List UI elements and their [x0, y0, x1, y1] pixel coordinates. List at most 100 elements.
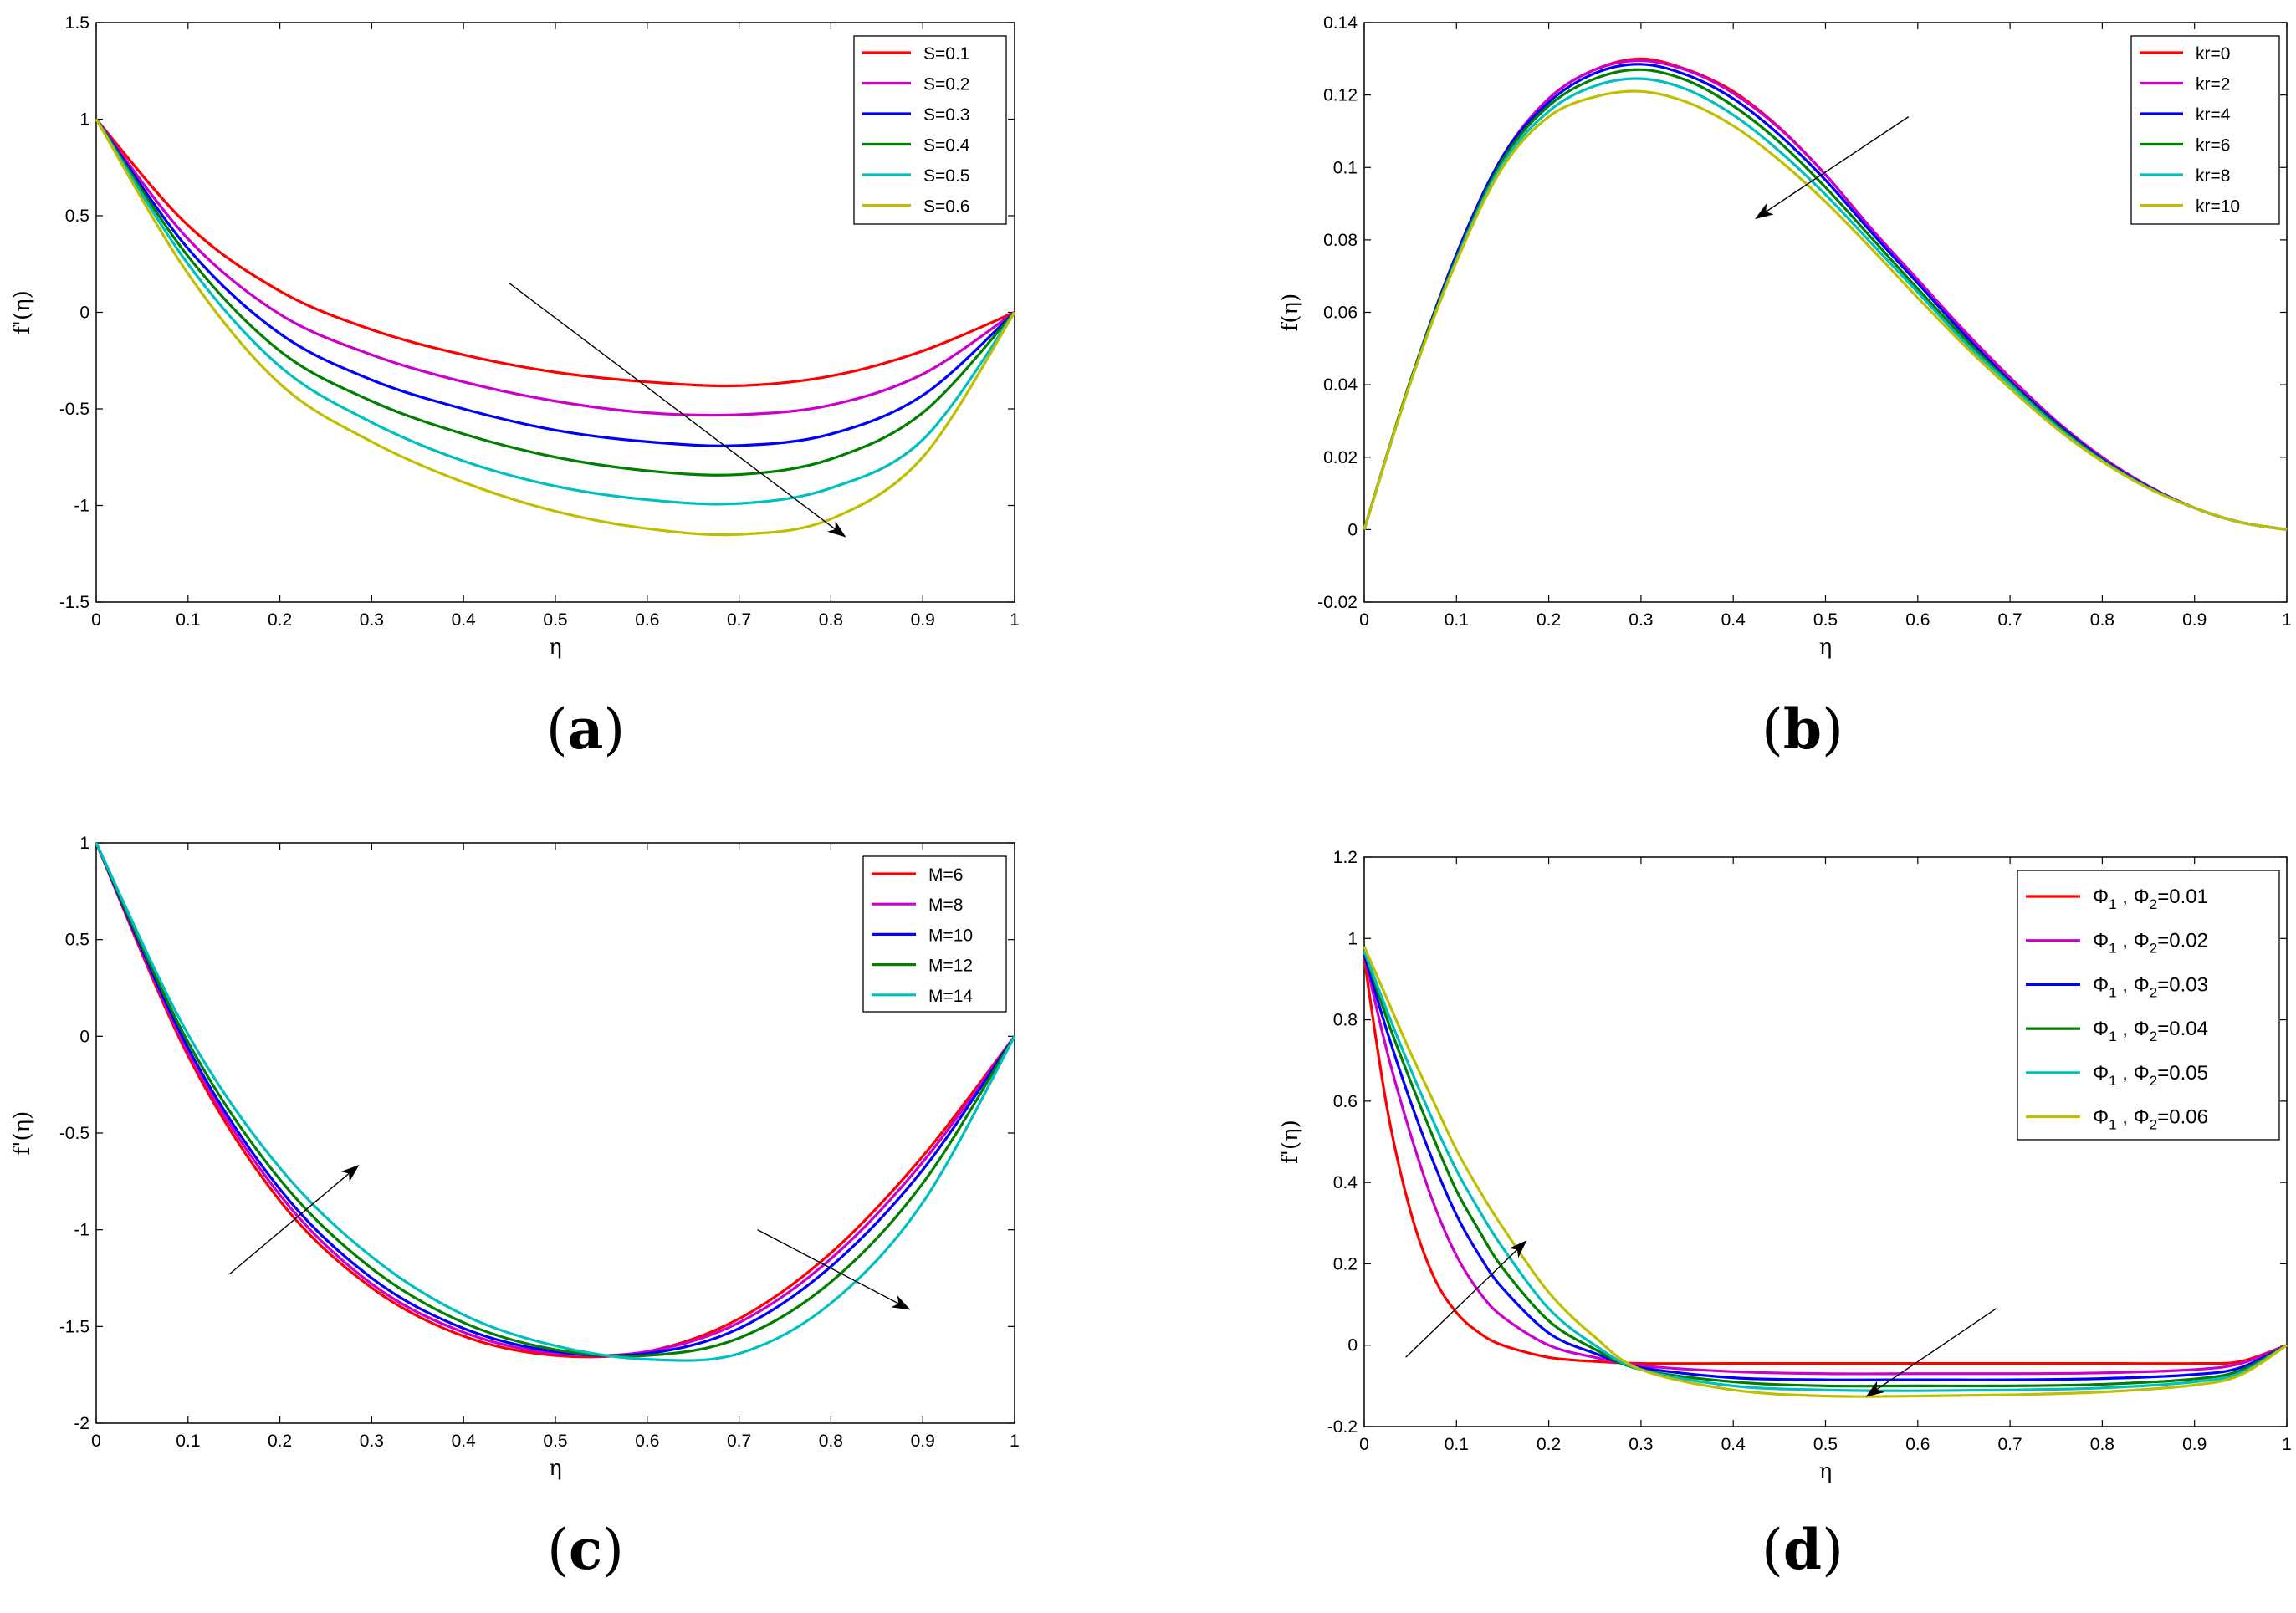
legend-label: S=0.5 [923, 166, 969, 186]
y-axis-label: f'(η) [10, 1111, 35, 1156]
legend-label: M=14 [928, 987, 973, 1006]
legend-label: kr=8 [2196, 166, 2230, 186]
y-tick-label: 1.2 [1333, 848, 1358, 867]
legend-label: S=0.4 [923, 136, 970, 156]
y-tick-label: -1.5 [59, 593, 89, 612]
y-tick-label: 0.5 [65, 931, 89, 950]
legend-label: Φ1 , Φ2=0.01 [2093, 886, 2208, 912]
x-tick-label: 1 [1010, 610, 1020, 630]
x-tick-label: 0.4 [452, 1432, 477, 1451]
x-tick-label: 0.4 [1721, 1435, 1746, 1454]
chart-panel-a: 0 0.1 0.2 0.3 0.4 0.5 0.6 0.7 0.8 0.9 1 -1.5 -1 -0.5 0… [10, 13, 1020, 762]
x-tick-label: 0 [91, 610, 101, 630]
series-line [1363, 89, 2288, 531]
y-tick-label: -0.02 [1317, 593, 1358, 612]
x-tick-label: 0 [1359, 610, 1369, 630]
series-line [95, 842, 1016, 1362]
panel-caption: (d) [1762, 1517, 1843, 1582]
y-tick-label: -1.5 [59, 1317, 89, 1336]
legend-label: S=0.6 [923, 197, 969, 217]
x-tick-label: 0.6 [635, 1432, 659, 1451]
legend-label: kr=4 [2196, 105, 2231, 125]
x-tick-label: 0.8 [819, 1432, 843, 1451]
x-tick-label: 0.8 [2090, 1435, 2114, 1454]
legend-box [853, 35, 1007, 225]
trend-arrow [1755, 116, 1910, 219]
y-tick-label: -0.5 [59, 400, 89, 419]
y-tick-label: -0.2 [1327, 1417, 1358, 1437]
x-tick-label: 0.6 [1905, 610, 1930, 630]
legend-label: Φ1 , Φ2=0.02 [2093, 930, 2208, 957]
x-tick-label: 0.8 [819, 610, 843, 630]
legend-label: M=8 [928, 896, 963, 915]
x-tick-label: 0.4 [1721, 610, 1746, 630]
series-line [95, 842, 1016, 1358]
x-axis-label: η [1819, 1459, 1833, 1484]
y-tick-label: 0.2 [1333, 1254, 1358, 1274]
x-tick-label: 0.1 [1445, 1435, 1469, 1454]
series-line [1363, 946, 2288, 1398]
x-tick-label: 0.5 [543, 610, 567, 630]
x-tick-label: 0.1 [1445, 610, 1469, 630]
x-tick-label: 0.4 [452, 610, 477, 630]
series-line [95, 842, 1016, 1357]
legend-label: Φ1 , Φ2=0.03 [2093, 973, 2208, 1000]
trend-arrow [757, 1229, 911, 1310]
y-axis-label: f'(η) [10, 290, 35, 334]
y-tick-label: 1 [79, 110, 89, 130]
chart-panel-d: 0 0.1 0.2 0.3 0.4 0.5 0.6 0.7 0.8 0.9 1-0.200.20.4… [1278, 848, 2292, 1582]
x-tick-label: 0.7 [727, 1432, 751, 1451]
legend-box [2017, 870, 2280, 1141]
y-tick-label: 0 [1347, 1336, 1358, 1355]
y-tick-label: 0 [79, 304, 89, 323]
panel-caption: (a) [546, 697, 625, 762]
series-line [95, 842, 1016, 1357]
trend-arrow [1865, 1308, 1997, 1397]
legend-label: Φ1 , Φ2=0.05 [2093, 1062, 2208, 1089]
y-tick-label: 1 [1347, 929, 1358, 948]
y-tick-label: 0.08 [1323, 231, 1358, 250]
legend: Φ1 , Φ2=0.01 Φ1 , Φ2=0.02 Φ1 , Φ2=0.03 Φ1 ,… [2017, 870, 2280, 1141]
y-tick-label: 0.02 [1323, 448, 1358, 467]
y-tick-label: 0.8 [1333, 1011, 1358, 1030]
y-tick-label: -0.5 [59, 1124, 89, 1143]
y-tick-label: -1 [74, 497, 89, 516]
x-tick-label: 0 [91, 1432, 101, 1451]
legend-label: Φ1 , Φ2=0.06 [2093, 1106, 2208, 1133]
x-tick-label: 0.7 [1997, 1435, 2022, 1454]
series-line [95, 118, 1015, 388]
series-line [95, 118, 1016, 537]
x-tick-label: 0.9 [911, 610, 935, 630]
chart-panel-c: 0 0.1 0.2 0.3 0.4 0.5 0.6 0.7 0.8 0.9 1 -2 -1.5 -1 -0.… [10, 834, 1020, 1582]
x-tick-label: 1 [1010, 1432, 1020, 1451]
trend-arrow [1405, 1240, 1527, 1358]
x-tick-label: 0.2 [1537, 610, 1561, 630]
y-tick-label: -1 [74, 1221, 89, 1240]
y-tick-label: 0 [79, 1027, 89, 1046]
x-tick-label: 1 [2282, 1435, 2292, 1454]
legend-label: kr=2 [2196, 75, 2230, 94]
x-tick-label: 0.5 [1813, 1435, 1838, 1454]
y-axis-label: f'(η) [1278, 1120, 1303, 1164]
legend-label: S=0.3 [923, 105, 969, 125]
chart-panel-b: 0 0.1 0.2 0.3 0.4 0.5 0.6 0.7 0.8 0.9 1-0.0200.020… [1278, 13, 2292, 762]
x-tick-label: 0.3 [360, 1432, 384, 1451]
y-tick-label: 0 [1347, 520, 1358, 539]
series-line [1363, 954, 2288, 1376]
x-tick-label: 0.2 [268, 610, 292, 630]
legend-label: M=6 [928, 865, 963, 885]
legend: M=6 M=8 M=10 M=12 M=14 [862, 855, 1007, 1013]
x-tick-label: 0.1 [176, 610, 200, 630]
x-tick-label: 0.3 [1629, 1435, 1653, 1454]
y-tick-label: 0.1 [1333, 158, 1358, 177]
x-tick-label: 0.5 [1813, 610, 1838, 630]
legend-label: kr=0 [2196, 44, 2230, 64]
series-line [95, 118, 1016, 477]
x-tick-label: 0.3 [360, 610, 384, 630]
x-tick-label: 0.9 [2182, 1435, 2207, 1454]
y-tick-label: 0.4 [1333, 1173, 1358, 1192]
y-tick-label: 0.6 [1333, 1092, 1358, 1111]
x-tick-label: 0.9 [911, 1432, 935, 1451]
y-tick-label: 1.5 [65, 13, 89, 33]
legend-label: M=12 [928, 957, 973, 976]
